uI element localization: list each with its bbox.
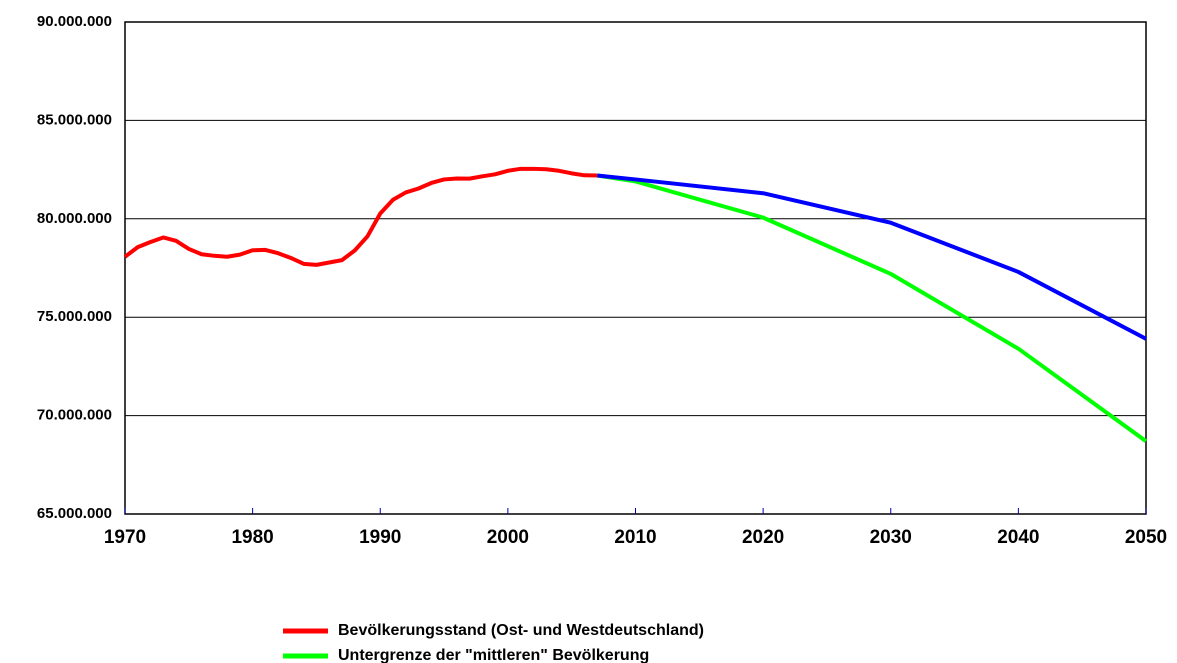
- x-tick-label: 2010: [614, 527, 656, 548]
- y-tick-label: 65.000.000: [37, 505, 112, 522]
- y-tick-label: 75.000.000: [37, 308, 112, 325]
- x-tick-label: 2020: [742, 527, 784, 548]
- x-tick-label: 2050: [1125, 527, 1167, 548]
- x-tick-label: 1980: [231, 527, 273, 548]
- plot-border: [124, 21, 1147, 515]
- x-tick-label: 1990: [359, 527, 401, 548]
- x-tick-label: 2000: [487, 527, 529, 548]
- x-tick-label: 1970: [104, 527, 146, 548]
- y-tick-label: 85.000.000: [37, 111, 112, 128]
- series-line: [596, 173, 1148, 443]
- x-tick-label: 2030: [870, 527, 912, 548]
- legend-label: Bevölkerungsstand (Ost- und Westdeutschl…: [338, 622, 704, 639]
- x-tick-label: 2040: [997, 527, 1039, 548]
- y-tick-label: 90.000.000: [37, 13, 112, 30]
- y-tick-label: 80.000.000: [37, 210, 112, 227]
- series-line: [123, 166, 598, 267]
- legend-label: Untergrenze der "mittleren" Bevölkerung: [338, 647, 649, 663]
- y-tick-label: 70.000.000: [37, 407, 112, 424]
- series-line: [597, 173, 1147, 341]
